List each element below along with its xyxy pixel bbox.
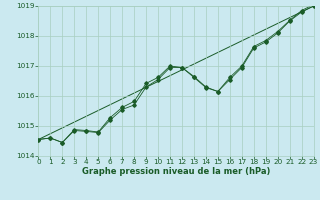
X-axis label: Graphe pression niveau de la mer (hPa): Graphe pression niveau de la mer (hPa): [82, 167, 270, 176]
